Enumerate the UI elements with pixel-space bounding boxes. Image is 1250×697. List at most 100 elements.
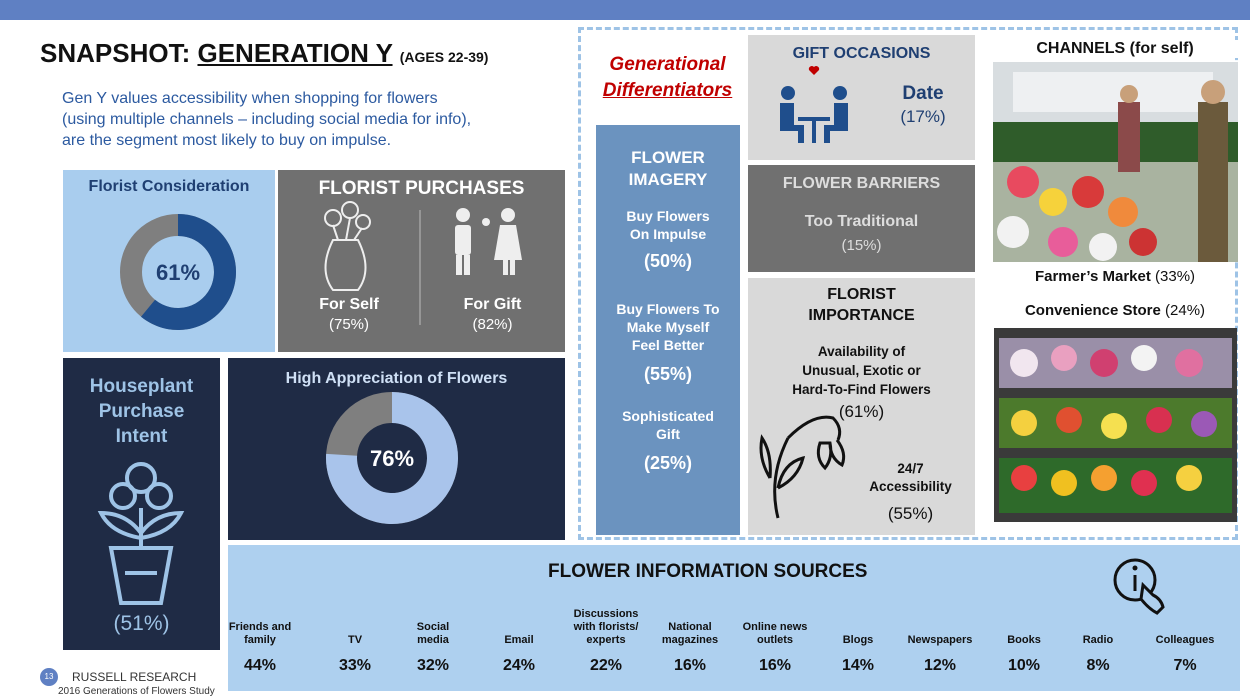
florist-purchases-box: FLORIST PURCHASES For Self (75%) For Gif…: [278, 170, 565, 352]
label-line: Gift: [596, 425, 740, 443]
label-line: Buy Flowers To: [596, 300, 740, 318]
intro: Gen Y values accessibility when shopping…: [62, 88, 582, 151]
intro-line: Gen Y values accessibility when shopping…: [62, 88, 582, 109]
appreciation-box: High Appreciation of Flowers 76%: [228, 358, 565, 540]
label-line: Online news: [730, 621, 820, 634]
label-line: National: [645, 621, 735, 634]
donut-label: 76%: [370, 446, 414, 471]
item-value: (55%): [853, 504, 968, 524]
source-value: 16%: [645, 657, 735, 675]
label-line: Buy Flowers: [596, 207, 740, 225]
item-value: (17%): [878, 107, 968, 127]
label-line: Feel Better: [596, 336, 740, 354]
label-line: Discussions: [561, 608, 651, 621]
title: SNAPSHOT: GENERATION Y (AGES 22-39): [40, 38, 488, 69]
label-line: On Impulse: [596, 225, 740, 243]
farmers-market-photo: [993, 62, 1238, 262]
label-line: magazines: [645, 634, 735, 647]
source-item: Nationalmagazines 16%: [645, 595, 735, 685]
page-number: 13: [40, 668, 58, 686]
source-label: Blogs: [813, 634, 903, 647]
source-value: 32%: [388, 657, 478, 675]
item-label: Convenience Store: [1025, 302, 1161, 319]
intro-line: (using multiple channels – including soc…: [62, 109, 582, 130]
gift-icon: [455, 208, 522, 275]
source-label: Email: [474, 634, 564, 647]
label-line: Newspapers: [895, 634, 985, 647]
item-label: SophisticatedGift: [596, 407, 740, 443]
label-line: Make Myself: [596, 318, 740, 336]
source-value: 22%: [561, 657, 651, 675]
company: RUSSELL RESEARCH: [72, 670, 196, 684]
item-value: (75%): [278, 316, 420, 333]
value: (51%): [63, 612, 220, 636]
flower-icon: [748, 278, 975, 535]
label-line: family: [215, 634, 305, 647]
houseplant-icon: [63, 358, 220, 650]
source-label: TV: [310, 634, 400, 647]
donut-chart: 76%: [228, 358, 565, 540]
source-label: Nationalmagazines: [645, 621, 735, 647]
box-title: FLOWER INFORMATION SOURCES: [548, 561, 867, 583]
title-underlined: GENERATION Y: [197, 38, 392, 68]
source-value: 16%: [730, 657, 820, 675]
vase-icon: [325, 202, 370, 290]
source-item: TV 33%: [310, 595, 400, 685]
label-line: Social: [388, 621, 478, 634]
item-value: (25%): [596, 453, 740, 474]
item-value: (24%): [1165, 302, 1205, 319]
item-value: (82%): [420, 316, 565, 333]
donut-label: 61%: [156, 260, 200, 285]
source-value: 7%: [1140, 657, 1230, 675]
label-line: experts: [561, 634, 651, 647]
source-item: Email24%: [474, 595, 564, 685]
label-line: media: [388, 634, 478, 647]
source-value: 8%: [1053, 657, 1143, 675]
label-line: with florists/: [561, 621, 651, 634]
item-label: For Self: [278, 296, 420, 314]
source-value: 33%: [310, 657, 400, 675]
differentiators-title: Generational Differentiators: [585, 52, 750, 104]
label-line: outlets: [730, 634, 820, 647]
source-item: Radio 8%: [1053, 595, 1143, 685]
source-item: Colleagues 7%: [1140, 595, 1230, 685]
donut-chart: 61%: [63, 170, 275, 352]
source-value: 44%: [215, 657, 305, 675]
item-label: Farmer’s Market: [1035, 268, 1151, 285]
gift-occasions-box: GIFT OCCASIONS Date (17%): [748, 35, 975, 160]
label-line: Colleagues: [1140, 634, 1230, 647]
source-item: Discussionswith florists/experts 22%: [561, 595, 651, 685]
box-title: FLOWER BARRIERS: [748, 175, 975, 193]
label-line: Accessibility: [853, 478, 968, 496]
label-line: TV: [310, 634, 400, 647]
top-bar: [0, 0, 1250, 20]
slide: SNAPSHOT: GENERATION Y (AGES 22-39) Gen …: [0, 0, 1250, 696]
source-label: Colleagues: [1140, 634, 1230, 647]
page: Snapshot Generation Y {"header":{"title"…: [0, 0, 1250, 696]
item-label: Date: [878, 83, 968, 105]
item-value: (15%): [748, 237, 975, 254]
florist-consideration-box: Florist Consideration 61%: [63, 170, 275, 352]
item-label: 24/7Accessibility: [853, 460, 968, 496]
study: 2016 Generations of Flowers Study: [58, 686, 215, 697]
source-label: Radio: [1053, 634, 1143, 647]
label-line: Email: [474, 634, 564, 647]
channels-title: CHANNELS (for self): [990, 40, 1240, 58]
intro-line: are the segment most likely to buy on im…: [62, 130, 582, 151]
item-label: For Gift: [420, 296, 565, 314]
label-line: Sophisticated: [596, 407, 740, 425]
title-line: IMAGERY: [596, 169, 740, 191]
title-ages: (AGES 22-39): [400, 49, 489, 65]
item-label: Too Traditional: [748, 213, 975, 231]
